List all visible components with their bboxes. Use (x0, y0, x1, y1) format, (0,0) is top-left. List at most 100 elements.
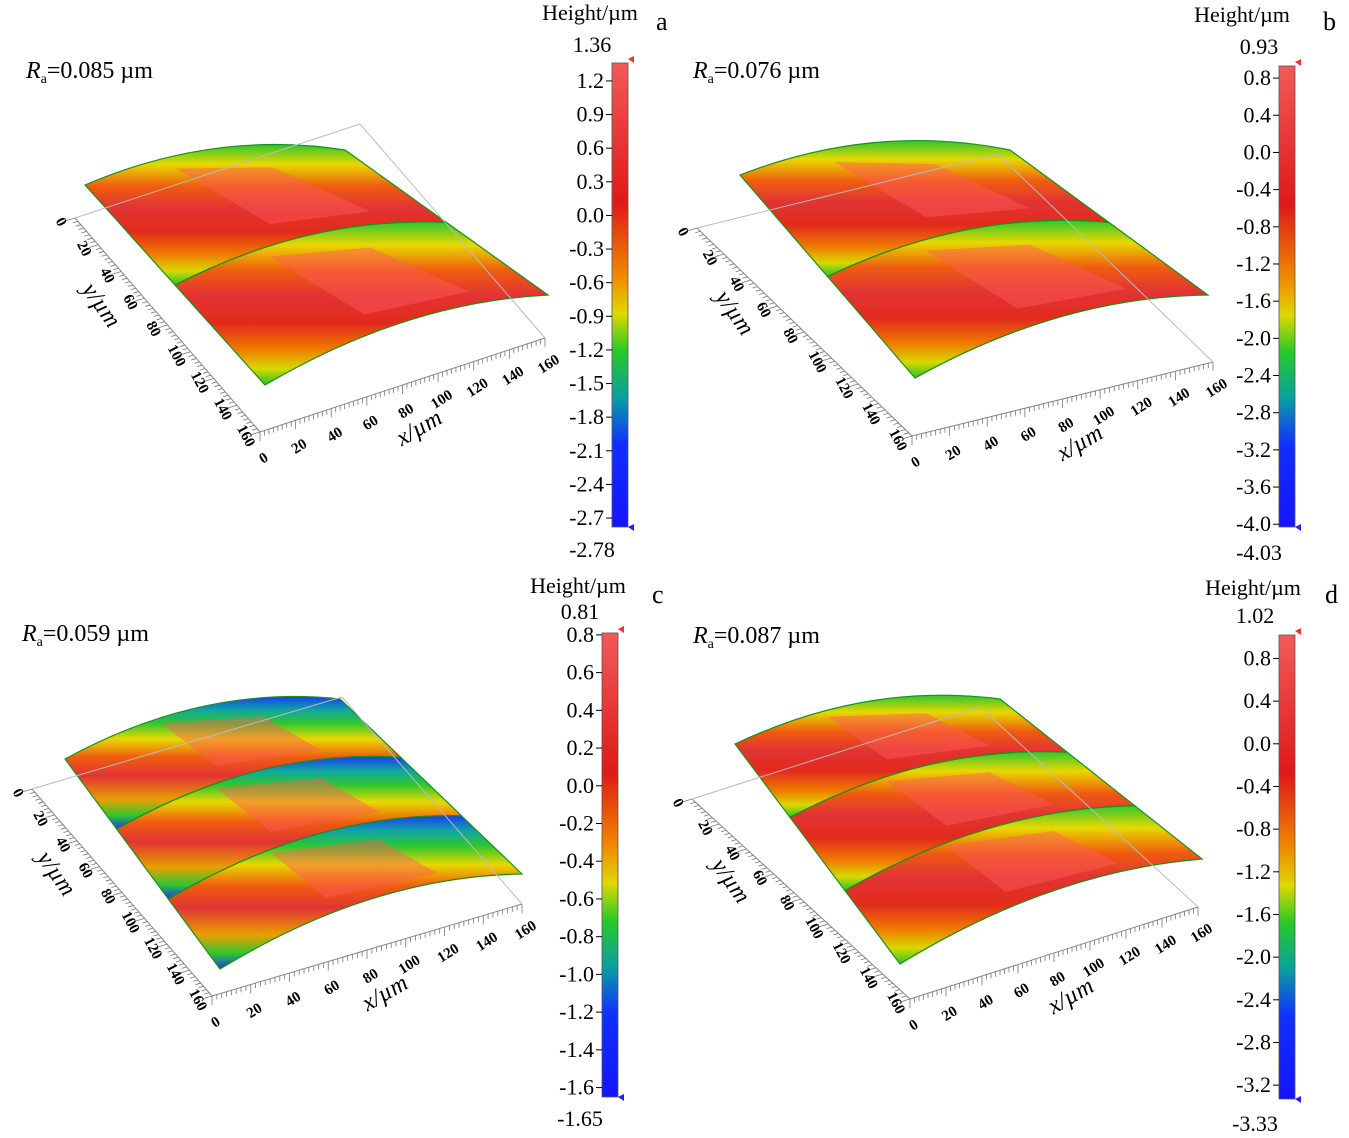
y-tick-mark (112, 892, 123, 896)
colorbar-tick-label: 0.6 (567, 660, 595, 685)
surface-ridge (826, 219, 1210, 379)
surface-peak (926, 244, 1126, 309)
y-tick-mark (846, 948, 856, 953)
y-tick-mark (755, 861, 761, 864)
colorbar-tick-label: -1.6 (559, 1075, 594, 1100)
y-tick-mark (778, 882, 785, 886)
y-tick-mark (791, 898, 802, 903)
x-tick-label: 20 (289, 436, 310, 458)
x-tick-label: 20 (244, 1000, 265, 1022)
y-tick-mark (102, 875, 109, 879)
y-tick-label: 0 (9, 786, 27, 800)
y-tick-mark (136, 294, 142, 297)
y-tick-mark (164, 947, 170, 950)
y-tick-mark (829, 360, 835, 364)
y-axis-label: y/µm (709, 284, 759, 340)
y-tick-mark (898, 992, 904, 995)
y-tick-mark (873, 973, 883, 978)
y-tick-mark (202, 371, 209, 374)
y-tick-mark (190, 976, 196, 979)
y-tick-mark (85, 856, 92, 859)
back-edge (74, 123, 361, 219)
x-tick-label: 160 (535, 352, 563, 377)
colorbar-tick-label: 0.0 (1244, 139, 1272, 164)
surface-peak (946, 831, 1118, 892)
colorbar-min-label: -3.33 (1232, 1111, 1278, 1136)
surface-peak (176, 167, 371, 225)
panel-label: b (1323, 7, 1336, 36)
colorbar-min-label: -2.78 (569, 537, 615, 562)
colorbar-tick-label: -2.4 (1236, 987, 1271, 1012)
y-tick-mark (836, 936, 842, 939)
y-tick-mark (205, 374, 211, 378)
colorbar-title: Height/µm (530, 573, 626, 598)
colorbar-tick-label: -0.8 (1236, 214, 1271, 239)
y-tick-mark (204, 378, 214, 382)
colorbar-min-marker (628, 524, 634, 531)
y-tick-mark (775, 308, 782, 312)
y-tick-mark (199, 368, 206, 371)
surface-3d (738, 139, 1210, 379)
x-tick-label: 80 (1056, 415, 1077, 437)
y-tick-mark (893, 422, 899, 425)
y-tick-mark (179, 344, 185, 347)
colorbar-title: Height/µm (1205, 575, 1301, 600)
colorbar-tick-label: -0.6 (569, 270, 604, 295)
y-tick-mark (153, 314, 159, 317)
y-tick-mark (693, 804, 699, 808)
x-tick-label: 160 (512, 918, 540, 943)
y-tick-mark (211, 381, 217, 384)
y-tick-mark (72, 220, 79, 224)
y-tick-mark (165, 327, 171, 331)
y-tick-mark (731, 839, 737, 842)
y-tick-mark (775, 879, 781, 883)
surface-peak (834, 162, 1031, 218)
y-tick-mark (156, 317, 162, 321)
y-tick-mark (876, 409, 886, 414)
y-tick-mark (792, 895, 798, 898)
y-tick-mark (101, 254, 107, 257)
x-tick-label: 120 (1128, 394, 1156, 419)
y-tick-mark (874, 970, 880, 973)
y-tick-mark (168, 331, 174, 334)
y-tick-mark (833, 932, 839, 936)
y-tick-mark (826, 926, 832, 930)
colorbar-tick-label: -2.7 (569, 505, 604, 530)
x-tick-label: 0 (908, 454, 923, 472)
y-tick-label: 0 (52, 215, 70, 229)
y-tick-mark (194, 361, 200, 364)
y-tick-mark (839, 370, 845, 373)
x-tick-label: 40 (325, 424, 346, 446)
y-tick-mark (234, 408, 240, 411)
x-tick-label: 160 (1188, 921, 1216, 946)
y-tick-mark (78, 227, 84, 230)
colorbar-tick-label: -0.2 (559, 811, 594, 836)
y-tick-mark (40, 804, 47, 808)
y-tick-label: 60 (119, 292, 140, 313)
x-tick-label: 0 (208, 1014, 223, 1032)
y-tick-mark (816, 347, 822, 351)
y-tick-mark (147, 927, 154, 930)
colorbar-max-marker (618, 626, 624, 633)
y-tick-label: 80 (97, 886, 118, 907)
y-tick-mark (809, 911, 815, 914)
y-tick-mark (201, 989, 207, 992)
y-tick-mark (125, 901, 131, 905)
x-tick-label: 20 (943, 443, 964, 465)
y-tick-mark (884, 979, 890, 983)
y-tick-mark (104, 257, 110, 261)
y-tick-mark (752, 286, 758, 289)
ra-label: Ra=0.076 µm (692, 58, 820, 87)
colorbar-tick-label: -0.8 (1236, 816, 1271, 841)
colorbar-tick-label: -1.6 (1236, 901, 1271, 926)
y-tick-mark (192, 979, 199, 982)
y-tick-mark (197, 364, 203, 368)
y-tick-label: 100 (164, 342, 189, 369)
colorbar-tick-label: -1.2 (1236, 859, 1271, 884)
y-tick-mark (876, 406, 882, 409)
y-tick-mark (46, 811, 52, 814)
y-tick-mark (105, 879, 111, 882)
y-tick-mark (124, 281, 131, 284)
y-tick-mark (782, 315, 788, 318)
colorbar-tick-label: -1.6 (1236, 288, 1271, 313)
